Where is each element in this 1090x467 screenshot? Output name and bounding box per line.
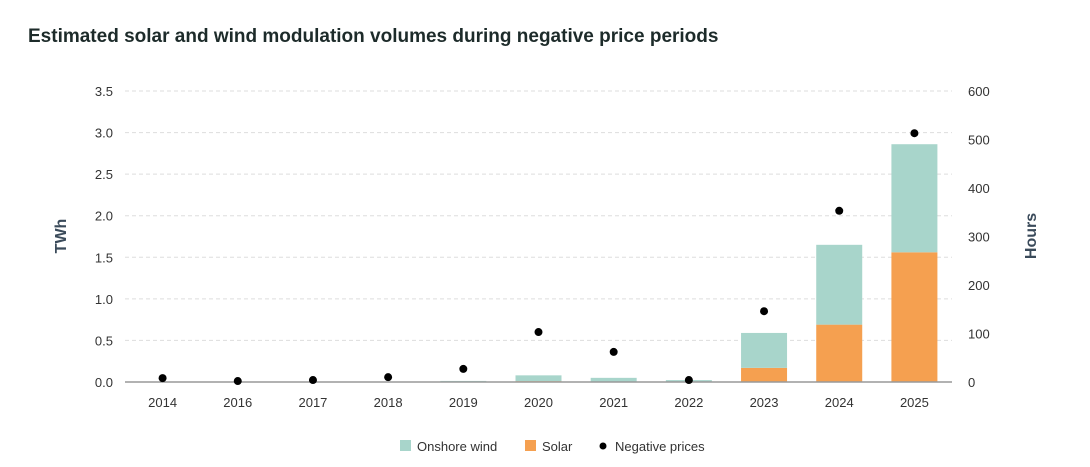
bar-solar (891, 252, 938, 382)
bar-onshore-wind (816, 244, 863, 325)
bar-onshore-wind (515, 375, 562, 382)
y2-tick-label: 500 (968, 133, 990, 148)
y-axis-label: TWh (53, 219, 70, 254)
y-tick-label: 2.5 (95, 167, 113, 182)
point-negative-prices (910, 129, 919, 138)
point-negative-prices (233, 377, 242, 386)
y-tick-label: 3.0 (95, 126, 113, 141)
point-negative-prices (835, 206, 844, 215)
point-negative-prices (384, 373, 393, 382)
chart-title: Estimated solar and wind modulation volu… (28, 26, 719, 47)
x-tick-label: 2023 (750, 395, 779, 410)
bar-solar (816, 324, 863, 382)
y2-tick-label: 300 (968, 230, 990, 245)
x-tick-label: 2019 (449, 395, 478, 410)
legend-swatch (400, 440, 411, 451)
x-tick-label: 2021 (599, 395, 628, 410)
point-negative-prices (534, 328, 543, 337)
x-tick-label: 2025 (900, 395, 929, 410)
point-negative-prices (459, 364, 468, 373)
y2-axis-label: Hours (1023, 213, 1040, 259)
y2-tick-label: 600 (968, 84, 990, 99)
y2-tick-label: 0 (968, 375, 975, 390)
x-tick-label: 2024 (825, 395, 854, 410)
point-negative-prices (684, 376, 693, 385)
x-tick-label: 2016 (223, 395, 252, 410)
bar-onshore-wind (891, 144, 938, 253)
bar-onshore-wind (741, 332, 788, 368)
y-tick-label: 0.5 (95, 333, 113, 348)
y-tick-label: 1.5 (95, 250, 113, 265)
point-negative-prices (308, 376, 317, 385)
y-tick-label: 2.0 (95, 209, 113, 224)
point-negative-prices (760, 307, 769, 316)
point-negative-prices (158, 374, 167, 383)
bar-solar (741, 367, 788, 382)
bar-onshore-wind (590, 377, 637, 382)
x-tick-label: 2018 (374, 395, 403, 410)
y2-tick-label: 400 (968, 181, 990, 196)
x-tick-label: 2014 (148, 395, 177, 410)
y2-tick-label: 200 (968, 278, 990, 293)
legend-label: Negative prices (615, 439, 705, 454)
legend-label: Onshore wind (417, 439, 497, 454)
x-tick-label: 2020 (524, 395, 553, 410)
legend-swatch (599, 442, 607, 450)
y2-tick-label: 100 (968, 327, 990, 342)
point-negative-prices (609, 347, 618, 356)
legend-swatch (525, 440, 536, 451)
x-tick-label: 2017 (298, 395, 327, 410)
y-tick-label: 1.0 (95, 292, 113, 307)
y-tick-label: 0.0 (95, 375, 113, 390)
y-tick-label: 3.5 (95, 84, 113, 99)
legend-label: Solar (542, 439, 573, 454)
x-tick-label: 2022 (674, 395, 703, 410)
